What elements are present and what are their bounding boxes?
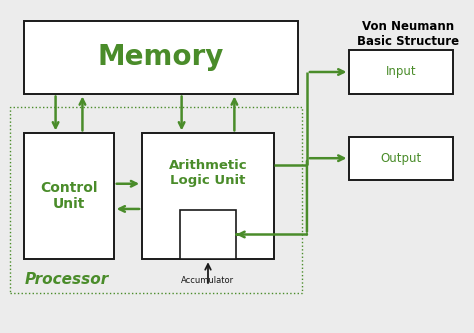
Text: Arithmetic
Logic Unit: Arithmetic Logic Unit: [169, 159, 247, 187]
Text: Output: Output: [381, 152, 422, 165]
Text: Processor: Processor: [25, 272, 109, 287]
Text: Control
Unit: Control Unit: [40, 181, 98, 211]
FancyBboxPatch shape: [142, 133, 274, 259]
FancyBboxPatch shape: [349, 137, 453, 180]
Text: Von Neumann
Basic Structure: Von Neumann Basic Structure: [357, 20, 459, 48]
FancyBboxPatch shape: [180, 209, 236, 259]
FancyBboxPatch shape: [24, 21, 298, 94]
Text: Memory: Memory: [98, 43, 224, 71]
FancyBboxPatch shape: [349, 50, 453, 94]
Text: Input: Input: [386, 66, 417, 79]
FancyBboxPatch shape: [24, 133, 114, 259]
Text: Accumulator: Accumulator: [182, 276, 235, 285]
